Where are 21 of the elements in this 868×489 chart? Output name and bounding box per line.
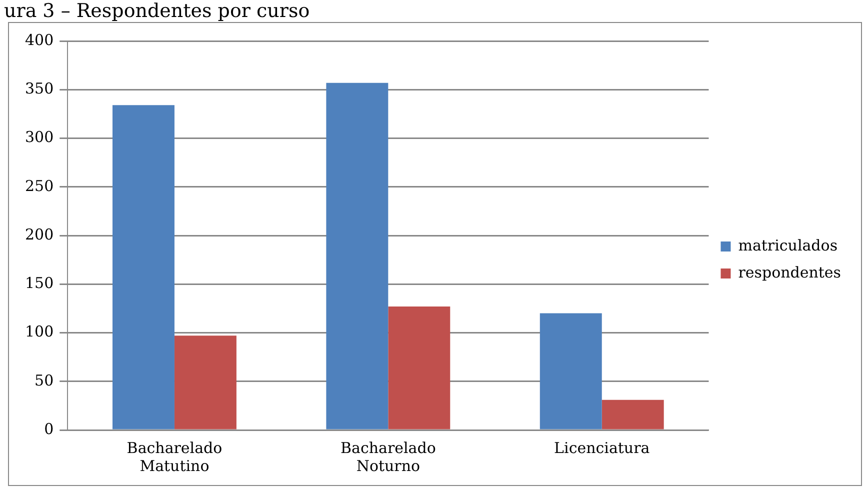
y-tick-label: 100 bbox=[24, 322, 54, 341]
y-tick-label: 300 bbox=[24, 128, 54, 146]
y-tick-label: 0 bbox=[44, 420, 54, 438]
y-tick-label: 250 bbox=[24, 176, 54, 195]
x-tick-label: Bacharelado Noturno bbox=[340, 438, 436, 475]
y-tick-label: 150 bbox=[24, 274, 54, 292]
legend-label: matriculados bbox=[738, 236, 838, 254]
y-tick-label: 50 bbox=[34, 371, 54, 390]
bar bbox=[174, 336, 236, 430]
bar bbox=[326, 82, 388, 430]
x-tick-label: Bacharelado Matutino bbox=[126, 438, 222, 475]
bar bbox=[540, 313, 602, 430]
bar bbox=[112, 105, 174, 430]
bar bbox=[602, 400, 664, 430]
y-tick-label: 200 bbox=[24, 225, 54, 244]
chart-title: ura 3 – Respondentes por curso bbox=[4, 0, 310, 22]
y-tick-label: 400 bbox=[24, 30, 54, 49]
y-tick-label: 350 bbox=[24, 80, 54, 98]
x-tick-label: Licenciatura bbox=[554, 438, 650, 457]
legend-label: respondentes bbox=[738, 263, 841, 282]
bar bbox=[388, 306, 450, 430]
